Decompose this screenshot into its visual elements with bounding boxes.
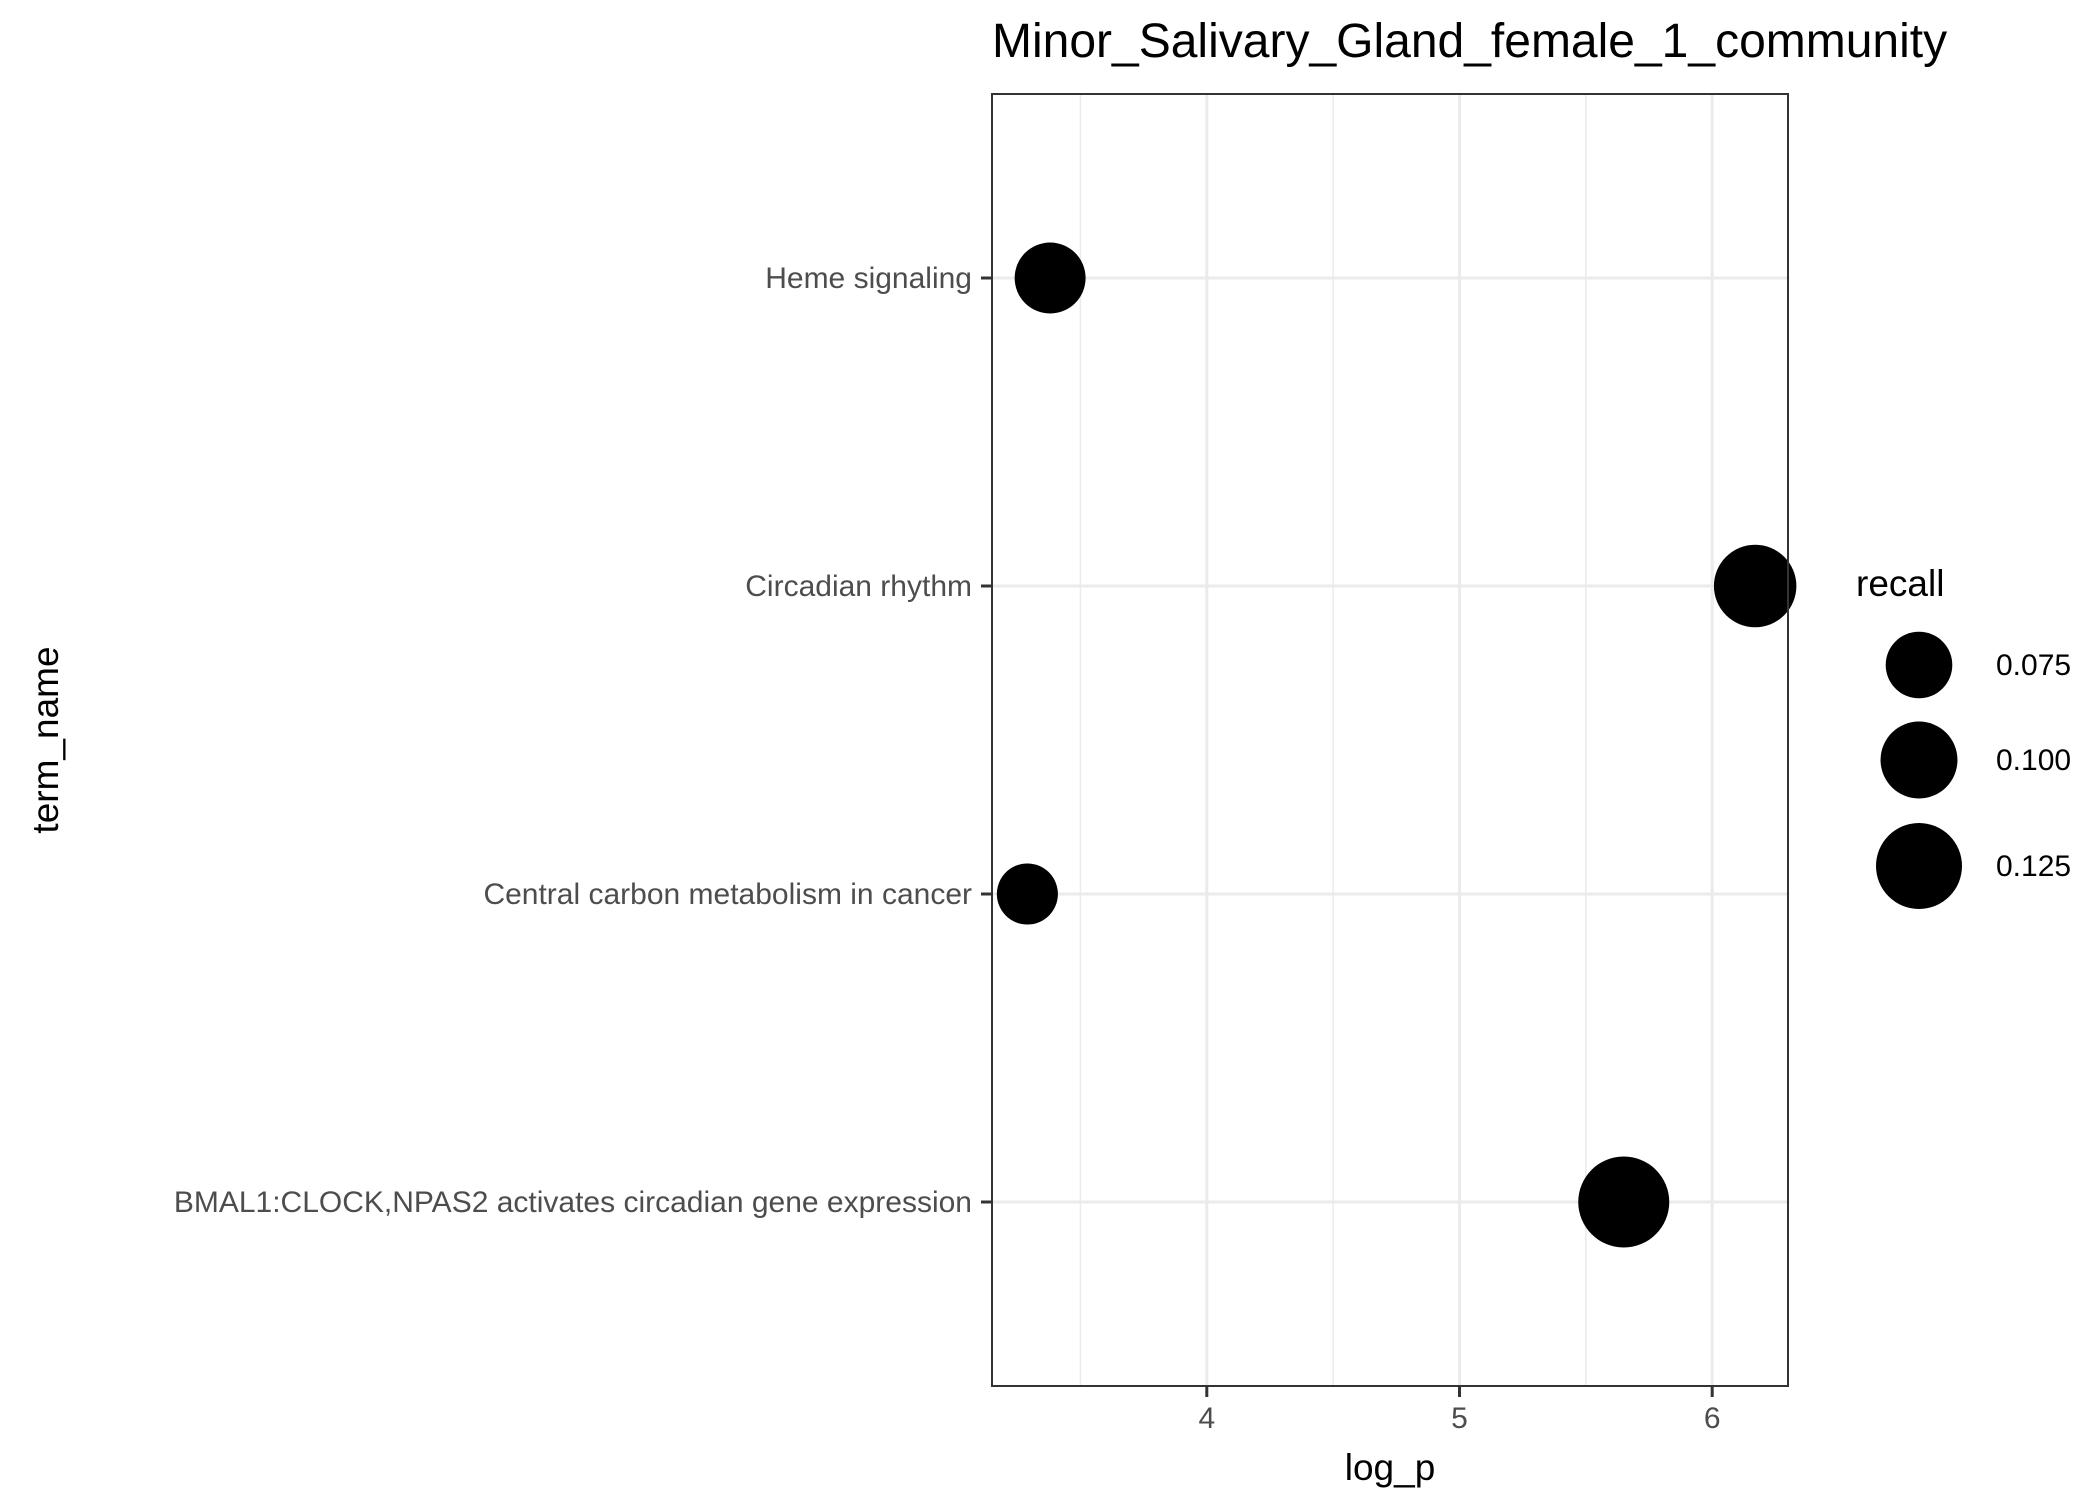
data-point [1014,242,1086,314]
x-tick-label: 6 [1704,1402,1721,1435]
legend-key [1876,823,1962,909]
data-point [1713,544,1797,628]
legend-label: 0.125 [1996,850,2071,883]
data-point [996,863,1058,925]
x-axis-ticks: 4 5 6 [1198,1386,1721,1435]
x-axis-title: log_p [1345,1447,1436,1488]
grid-lines [992,94,1788,1386]
x-tick-label: 4 [1198,1402,1215,1435]
legend-key [1885,631,1953,699]
size-legend: recall 0.075 0.100 0.125 [1856,563,2071,909]
y-tick-label: BMAL1:CLOCK,NPAS2 activates circadian ge… [174,1186,972,1219]
x-tick-label: 5 [1451,1402,1468,1435]
legend-label: 0.075 [1996,649,2071,682]
chart-title: Minor_Salivary_Gland_female_1_community [992,15,1947,68]
y-tick-label: Central carbon metabolism in cancer [483,878,972,911]
legend-title: recall [1856,563,1944,604]
legend-label: 0.100 [1996,744,2071,777]
panel-border [991,93,1789,1387]
legend-key [1880,721,1958,799]
y-tick-label: Circadian rhythm [745,570,972,603]
y-tick-label: Heme signaling [765,262,972,295]
y-axis-ticks: BMAL1:CLOCK,NPAS2 activates circadian ge… [174,262,992,1219]
data-point [1578,1156,1670,1248]
data-points [996,242,1797,1248]
y-axis-title: term_name [25,646,66,833]
